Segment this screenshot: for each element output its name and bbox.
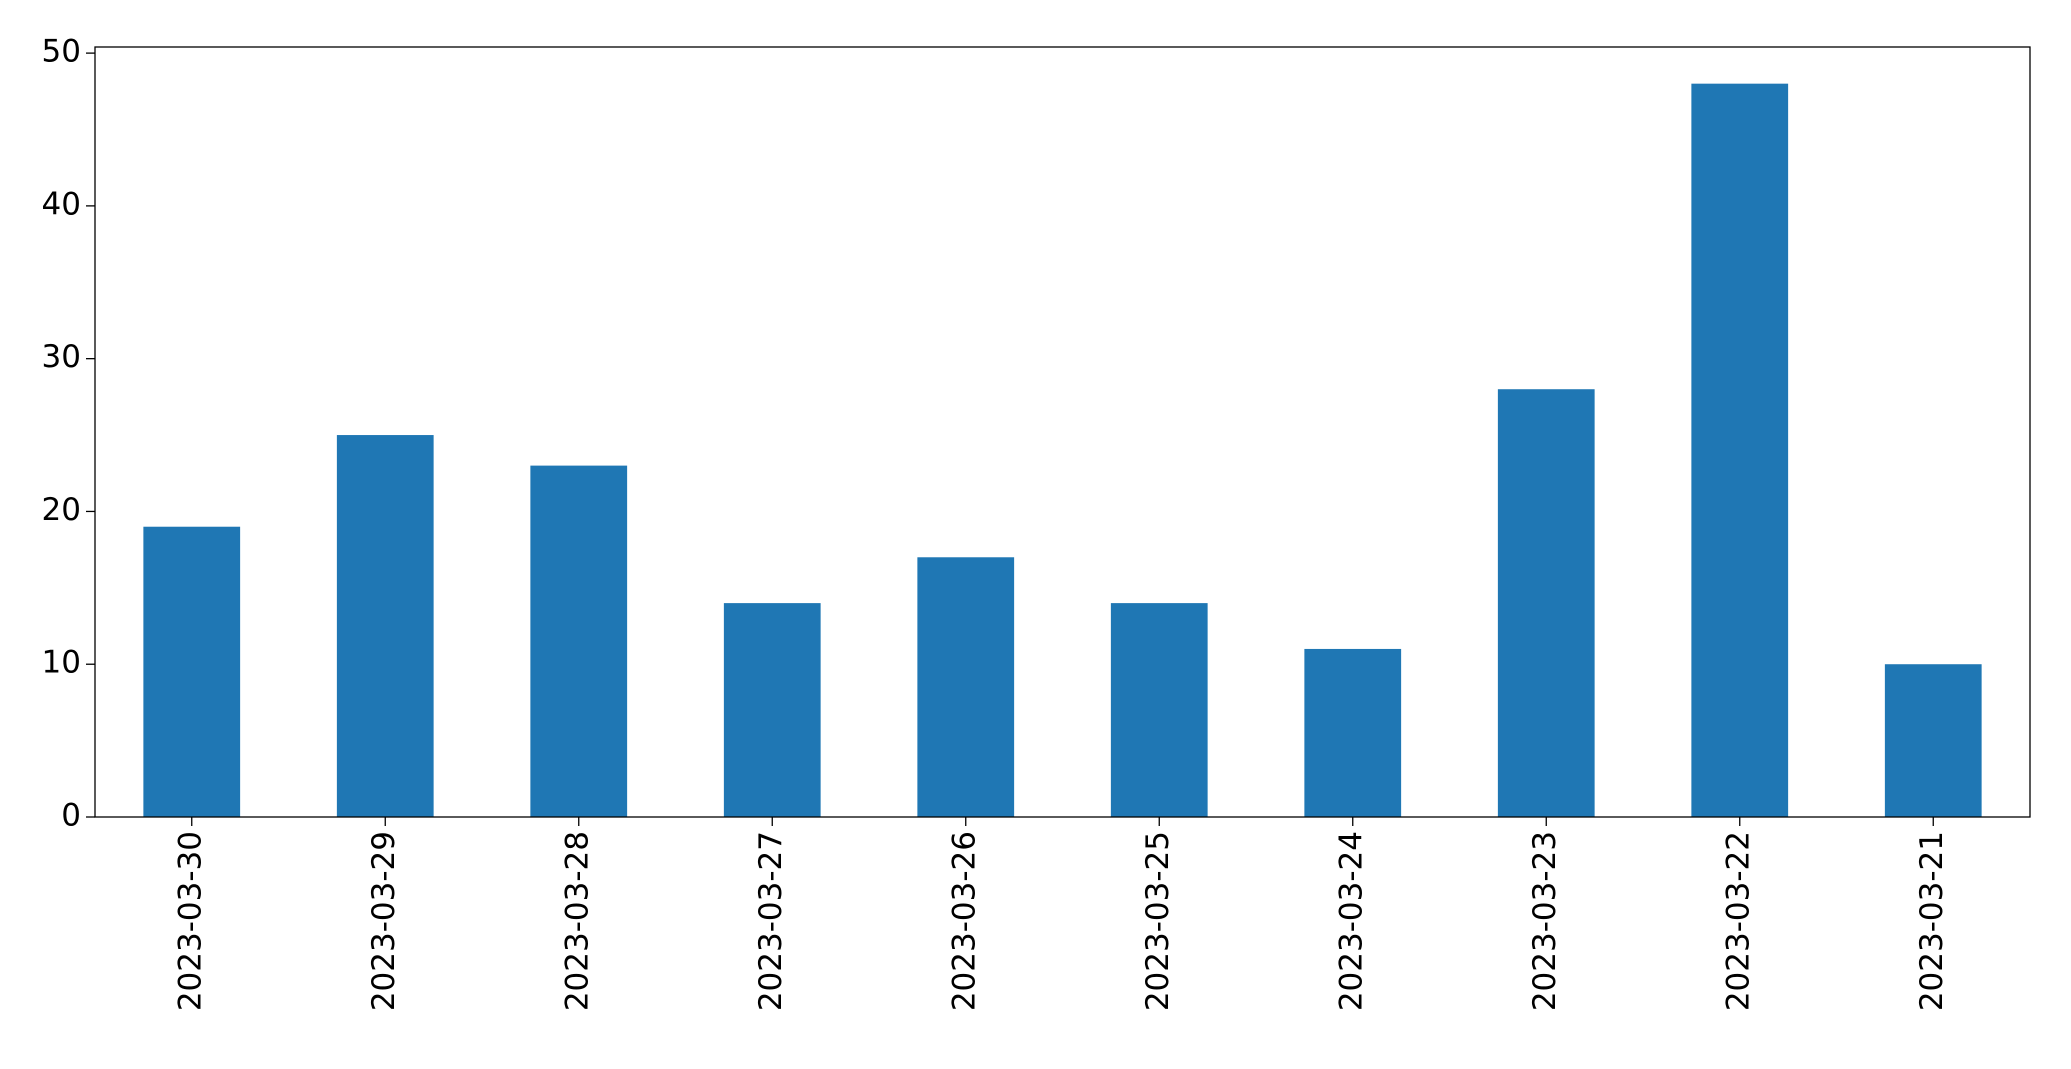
y-tick-label: 10: [42, 645, 81, 681]
plot-frame: [94, 46, 2031, 818]
x-tick-label: 2023-03-27: [753, 831, 789, 1011]
x-tick-label: 2023-03-24: [1333, 831, 1369, 1011]
bar: [1110, 603, 1208, 817]
x-tick-label: 2023-03-22: [1720, 831, 1756, 1011]
y-tick-label: 50: [42, 34, 81, 70]
x-tick-label: 2023-03-21: [1914, 831, 1950, 1011]
bar: [143, 526, 241, 817]
bar: [336, 435, 434, 817]
y-tick-label: 20: [42, 492, 81, 528]
y-tick-label: 30: [42, 339, 81, 375]
x-tick-label: 2023-03-25: [1140, 831, 1176, 1011]
x-tick-label: 2023-03-23: [1527, 831, 1563, 1011]
x-tick-label: 2023-03-26: [946, 831, 982, 1011]
bar: [723, 603, 821, 817]
bar: [1884, 664, 1982, 817]
bar: [1304, 648, 1402, 817]
bar: [917, 557, 1015, 817]
bar: [530, 465, 628, 817]
y-tick-label: 0: [61, 798, 81, 834]
y-tick-label: 40: [42, 186, 81, 222]
x-tick-label: 2023-03-28: [559, 831, 595, 1011]
bar: [1497, 389, 1595, 817]
bar: [1691, 83, 1789, 817]
x-tick-label: 2023-03-29: [366, 831, 402, 1011]
x-tick-label: 2023-03-30: [172, 831, 208, 1011]
